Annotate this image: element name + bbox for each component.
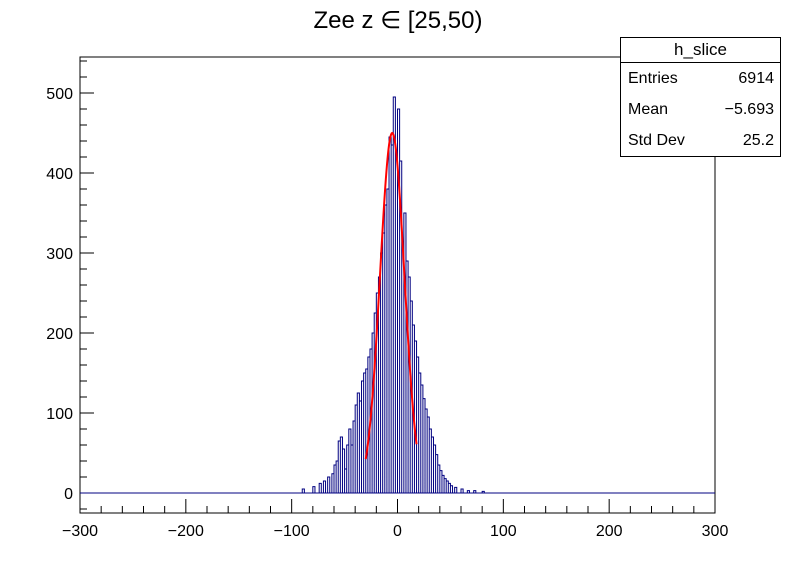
stats-row-std-dev: Std Dev 25.2 bbox=[621, 125, 780, 156]
axis-ticks bbox=[79, 60, 716, 513]
x-tick-label: 0 bbox=[393, 523, 402, 540]
stats-label-std-dev: Std Dev bbox=[628, 132, 685, 149]
y-tick-label: 500 bbox=[46, 86, 73, 103]
y-tick-label: 400 bbox=[46, 166, 73, 183]
gaussian-fit-curve bbox=[364, 131, 418, 460]
x-tick-label: −100 bbox=[274, 523, 310, 540]
chart-title: Zee z ∈ [25,50) bbox=[313, 7, 483, 34]
x-tick-label: 100 bbox=[490, 523, 517, 540]
x-axis-tick-labels: −300 −200 −100 0 100 200 300 bbox=[62, 523, 728, 540]
y-tick-label: 100 bbox=[46, 406, 73, 423]
stats-row-entries: Entries 6914 bbox=[621, 63, 780, 94]
y-tick-label: 200 bbox=[46, 326, 73, 343]
x-tick-label: −300 bbox=[62, 523, 98, 540]
y-axis-tick-labels: 0 100 200 300 400 500 bbox=[46, 86, 73, 503]
x-tick-label: 300 bbox=[702, 523, 729, 540]
stats-value-std-dev: 25.2 bbox=[742, 132, 774, 149]
stats-box-title: h_slice bbox=[621, 38, 780, 63]
stats-value-entries: 6914 bbox=[738, 70, 774, 87]
y-tick-label: 0 bbox=[64, 486, 73, 503]
stats-box: h_slice Entries 6914 Mean −5.693 Std Dev… bbox=[620, 37, 781, 157]
stats-value-mean: −5.693 bbox=[724, 101, 774, 118]
x-tick-label: −200 bbox=[168, 523, 204, 540]
stats-label-entries: Entries bbox=[628, 70, 678, 87]
stats-label-mean: Mean bbox=[628, 101, 669, 118]
y-tick-label: 300 bbox=[46, 246, 73, 263]
stats-row-mean: Mean −5.693 bbox=[621, 94, 780, 125]
x-tick-label: 200 bbox=[596, 523, 623, 540]
histogram-series-h-slice bbox=[301, 96, 485, 493]
